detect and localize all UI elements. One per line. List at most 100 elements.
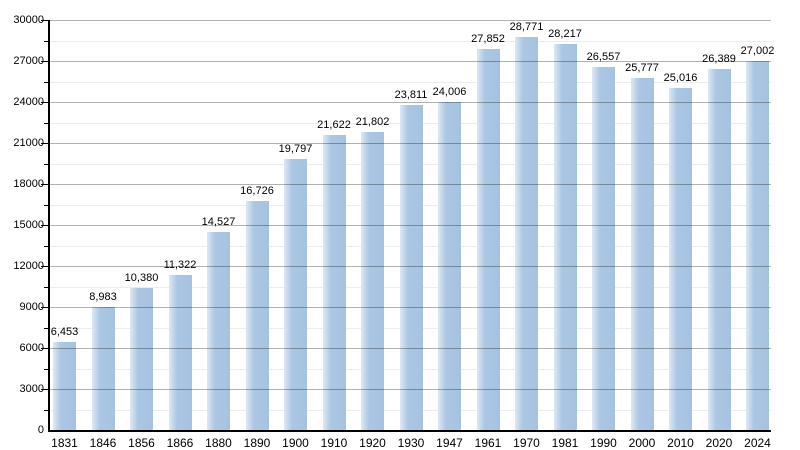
bar-1970 [515, 36, 538, 430]
y-tick-major [41, 20, 48, 21]
bar-1900 [284, 159, 307, 430]
y-tick-major [41, 102, 48, 103]
bar-value-label: 27,002 [740, 45, 775, 57]
bar-1961 [476, 49, 500, 430]
bar-value-label: 21,622 [317, 118, 351, 131]
x-axis-label: 1846 [89, 436, 117, 450]
x-axis-label: 1831 [51, 436, 78, 450]
x-axis-label: 1920 [359, 436, 386, 450]
bar-value-label: 21,802 [355, 116, 390, 128]
bar-value-label: 23,811 [394, 88, 428, 101]
x-axis-label: 1947 [436, 436, 463, 450]
y-tick-major [41, 348, 48, 349]
bars-layer: 6,453 1831 8,983 1846 10,380 1856 11,322 1866 14… [50, 20, 775, 450]
y-axis-label: 6000 [19, 342, 44, 354]
bar-value-label: 19,797 [278, 143, 313, 156]
bar-1846 [91, 307, 115, 430]
bar-1880 [207, 231, 230, 430]
bar-1930 [399, 104, 423, 430]
y-tick-minor [44, 204, 48, 206]
x-axis-label: 2000 [628, 436, 656, 450]
bar-1910 [322, 134, 346, 430]
x-axis-label: 1981 [551, 436, 579, 450]
bar-group-2020: 26,389 2020 [702, 20, 736, 450]
x-axis-label: 1930 [397, 436, 425, 450]
bar-group-1890: 16,726 1890 [240, 20, 274, 450]
bar-group-1961: 27,852 1961 [471, 20, 505, 450]
bar-group-2000: 25,777 2000 [625, 20, 659, 450]
bar-value-label: 26,389 [702, 53, 736, 66]
y-tick-minor [44, 163, 48, 165]
y-axis-label: 12000 [13, 260, 44, 272]
bar-value-label: 25,016 [663, 72, 698, 85]
bar-1981 [553, 44, 577, 430]
x-axis-label: 1880 [205, 436, 232, 450]
bar-group-2010: 25,016 2010 [664, 20, 698, 450]
y-axis-label: 24000 [13, 96, 44, 108]
y-tick-major [41, 307, 48, 308]
y-axis-label: 3000 [19, 383, 44, 395]
bar-1990 [592, 67, 615, 430]
bar-group-1910: 21,622 1910 [317, 20, 351, 450]
y-tick-major [41, 389, 48, 390]
bar-group-1856: 10,380 1856 [125, 20, 159, 450]
y-axis-label: 9000 [19, 301, 44, 313]
y-axis-label: 27000 [13, 55, 44, 67]
x-axis-label: 1990 [590, 436, 617, 450]
bar-group-1831: 6,453 1831 [50, 20, 79, 450]
bar-value-label: 6,453 [50, 325, 79, 338]
bar-value-label: 28,771 [509, 20, 544, 33]
x-axis-label: 2020 [705, 436, 733, 450]
bar-value-label: 24,006 [432, 85, 467, 98]
bar-value-label: 26,557 [586, 51, 621, 64]
bar-1831 [53, 341, 76, 430]
bar-2010 [669, 88, 692, 430]
bar-group-2024: 27,002 2024 [741, 20, 775, 450]
y-tick-major [41, 61, 48, 62]
x-axis-label: 1961 [474, 436, 502, 450]
y-tick-minor [44, 81, 48, 83]
y-axis-label: 21000 [13, 137, 44, 149]
x-axis-label: 1866 [166, 436, 194, 450]
y-tick-minor [44, 368, 48, 370]
bar-2000 [630, 77, 654, 430]
y-tick-major [41, 184, 48, 185]
bar-1920 [361, 132, 384, 430]
y-tick-major [41, 143, 48, 144]
bar-value-label: 27,852 [471, 33, 505, 46]
y-tick-minor [44, 286, 48, 288]
y-axis-label: 30000 [13, 14, 44, 26]
bar-value-label: 16,726 [240, 185, 274, 198]
x-axis-label: 2010 [667, 436, 694, 450]
y-tick-minor [44, 245, 48, 247]
bar-2020 [707, 69, 731, 430]
bar-value-label: 28,217 [548, 28, 582, 41]
bar-1866 [168, 275, 192, 430]
bar-group-1990: 26,557 1990 [587, 20, 621, 450]
y-tick-major [41, 266, 48, 267]
bar-group-1900: 19,797 1900 [279, 20, 313, 450]
y-axis-label: 18000 [13, 178, 44, 190]
bar-group-1930: 23,811 1930 [395, 20, 428, 450]
y-axis: 0 3000 6000 9000 12000 15000 18000 21000 24000 27… [0, 14, 44, 436]
x-axis-label: 1900 [282, 436, 309, 450]
bar-value-label: 25,777 [625, 61, 659, 74]
bar-1856 [130, 288, 153, 430]
y-tick-major [41, 225, 48, 226]
y-tick-minor [44, 122, 48, 124]
bar-2024 [746, 61, 769, 430]
plot-area: 6,453 1831 8,983 1846 10,380 1856 11,322 1866 14… [41, 20, 775, 450]
bar-group-1866: 11,322 1866 [164, 20, 197, 450]
bar-value-label: 14,527 [201, 215, 236, 228]
x-axis-label: 1890 [243, 436, 271, 450]
y-tick-minor [44, 327, 48, 329]
bar-1890 [245, 201, 269, 430]
bar-group-1970: 28,771 1970 [510, 20, 544, 450]
bar-group-1981: 28,217 1981 [548, 20, 582, 450]
x-axis-label: 1856 [128, 436, 155, 450]
bar-group-1920: 21,802 1920 [356, 20, 390, 450]
y-axis-label: 15000 [13, 219, 44, 231]
bar-group-1846: 8,983 1846 [89, 20, 117, 450]
y-tick-minor [44, 40, 48, 42]
